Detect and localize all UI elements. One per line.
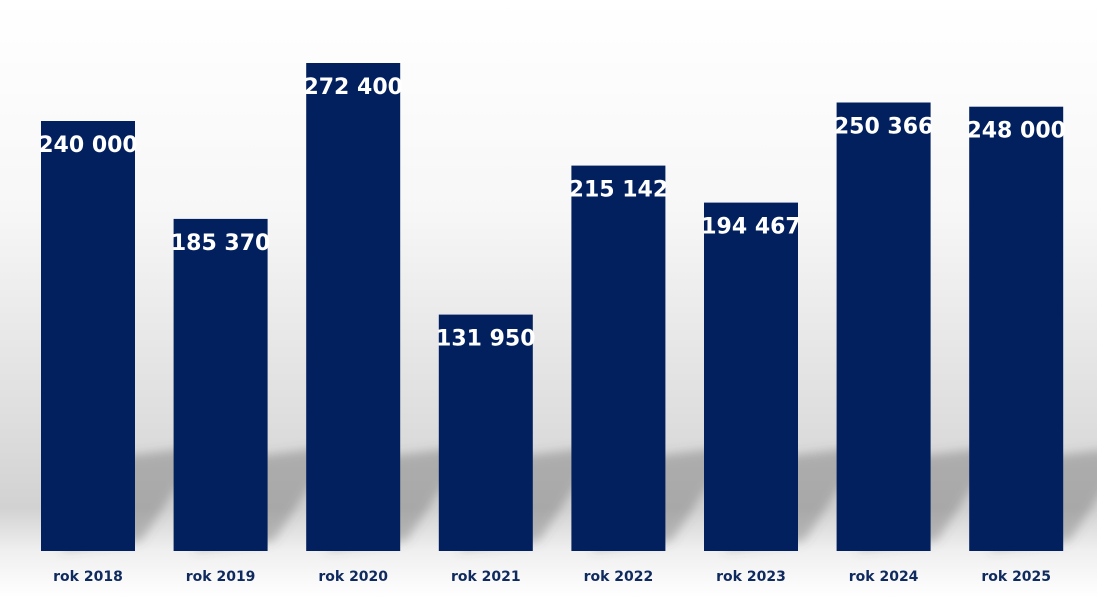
bar <box>306 63 401 551</box>
bar <box>704 202 798 551</box>
bar <box>571 165 666 551</box>
category-label: rok 2024 <box>849 569 919 585</box>
bar-value-label: 131 950 <box>436 327 536 352</box>
bar <box>438 314 533 551</box>
bar-value-label: 248 000 <box>966 119 1066 144</box>
bar-value-label: 272 400 <box>303 75 403 100</box>
category-label: rok 2020 <box>318 569 388 585</box>
category-label: rok 2021 <box>451 569 521 585</box>
bar-value-label: 215 142 <box>569 178 669 203</box>
category-label: rok 2025 <box>981 569 1051 585</box>
bar-value-label: 250 366 <box>834 115 934 140</box>
category-label: rok 2019 <box>186 569 256 585</box>
bar-value-label: 240 000 <box>38 133 138 158</box>
category-label: rok 2023 <box>716 569 786 585</box>
category-label: rok 2022 <box>584 569 654 585</box>
bar <box>969 106 1064 551</box>
bar-value-label: 194 467 <box>701 215 801 240</box>
bars-group <box>41 63 1064 551</box>
category-labels-group: rok 2018 rok 2019 rok 2020 rok 2021 rok 2022… <box>53 569 1051 585</box>
category-label: rok 2018 <box>53 569 123 585</box>
bar-value-label: 185 370 <box>171 231 271 256</box>
bar <box>836 102 931 551</box>
bar <box>173 218 268 551</box>
bar <box>41 121 135 551</box>
value-labels-group: 240 000 185 370 272 400 131 950 215 142 194 4… <box>38 75 1066 352</box>
